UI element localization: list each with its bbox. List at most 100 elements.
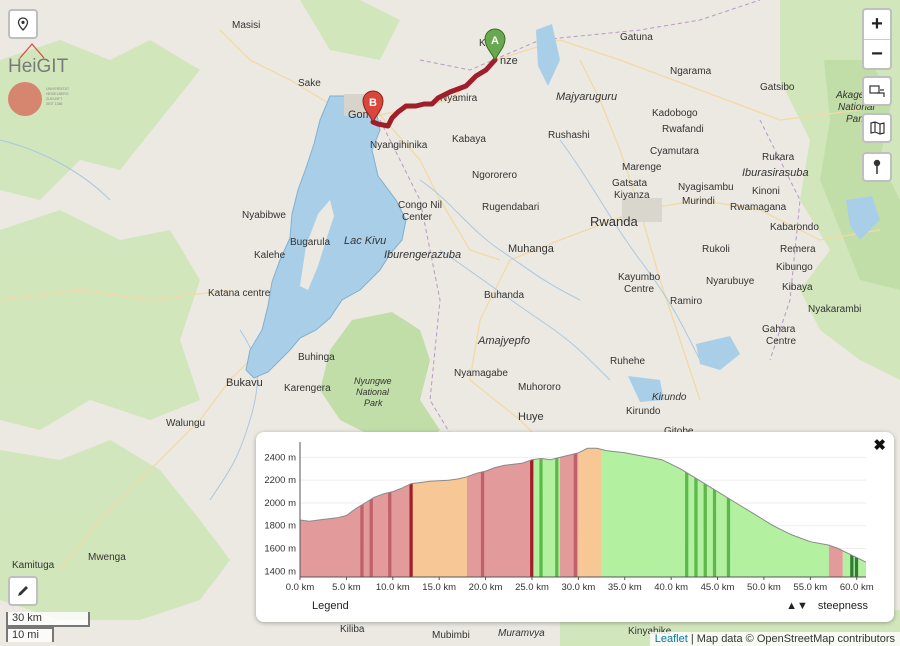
place-label: Iburasirasuba [742, 167, 809, 179]
end-marker-pin-icon [362, 90, 384, 124]
place-label: Kinyabike [628, 626, 672, 637]
place-label: Ramiro [670, 296, 703, 307]
x-tick-label: 60.0 km [840, 582, 874, 593]
place-label: Huye [518, 411, 544, 423]
start-marker-letter: A [491, 35, 499, 47]
steepness-band [712, 488, 717, 577]
logo-peak-icon [19, 43, 45, 59]
place-label: Nyarubuye [706, 276, 755, 287]
logo-subtext: ZUKUNFT [46, 97, 63, 101]
place-label: Gatsata [612, 178, 647, 189]
place-marker-button[interactable] [862, 152, 892, 182]
place-label: Park [846, 114, 868, 125]
steepness-segment-gentle-uphill[interactable] [411, 476, 468, 577]
place-label: Kayumbo [618, 272, 661, 283]
start-marker-pin-icon [484, 28, 506, 62]
place-label: Park [364, 398, 383, 408]
borders [379, 0, 801, 451]
place-label: Masisi [232, 20, 260, 31]
fullscreen-button[interactable] [862, 76, 892, 106]
attribution-separator: | [690, 633, 694, 645]
place-label: Gatuna [620, 32, 653, 43]
logo-seal-icon [8, 82, 42, 116]
steepness-band [409, 483, 413, 577]
place-label: Kinoni [752, 186, 780, 197]
close-elevation-button[interactable]: ✖ [873, 437, 886, 454]
steepness-segment-moderate-uphill[interactable] [828, 545, 843, 577]
x-tick-label: 0.0 km [286, 582, 315, 593]
steepness-sort-arrows-icon[interactable]: ▲▼ [786, 600, 808, 612]
steepness-band [539, 458, 543, 577]
steepness-band [388, 491, 392, 577]
steepness-band [369, 498, 373, 577]
place-label: Cyamutara [650, 146, 699, 157]
place-label: Centre [624, 284, 654, 295]
route-line[interactable] [370, 57, 498, 129]
place-label: Rukara [762, 152, 795, 163]
x-tick-label: 20.0 km [469, 582, 503, 593]
heigit-logo: HeiGIT UNIVERSITÄTHEIDELBERGZUKUNFTSEIT … [8, 43, 70, 116]
place-label: Kirundo [626, 406, 661, 417]
place-label: Kirundo [652, 392, 687, 403]
place-label: Kibaya [782, 282, 813, 293]
layers-button[interactable] [862, 113, 892, 143]
logo-subtext: HEIDELBERG [46, 92, 69, 96]
zoom-out-button[interactable]: − [864, 39, 890, 68]
steepness-band [530, 459, 534, 577]
place-label: Sake [298, 78, 321, 89]
place-label: Rwanda [590, 214, 638, 229]
end-marker[interactable]: B [362, 90, 384, 124]
x-tick-label: 40.0 km [654, 582, 688, 593]
draw-button[interactable] [8, 576, 38, 606]
logo-subtext: SEIT 1386 [46, 102, 63, 106]
zoom-control: + − [862, 8, 892, 70]
place-label: Amajyepfo [477, 335, 530, 347]
logo-name: HeiGIT [8, 56, 69, 77]
x-tick-label: 10.0 km [376, 582, 410, 593]
place-label: Lac Kivu [344, 235, 386, 247]
start-marker[interactable]: A [484, 28, 506, 62]
place-label: Rwamagana [730, 202, 787, 213]
place-label: Muhororo [518, 382, 561, 393]
x-tick-label: 30.0 km [561, 582, 595, 593]
elevation-chart[interactable]: 1400 m 1600 m 1800 m 2000 m 2200 m 2400 m 0.0 … [256, 432, 894, 622]
steepness-segment-moderate-uphill[interactable] [467, 459, 532, 577]
legend-toggle[interactable]: Legend [312, 600, 349, 612]
y-tick-label: 2000 m [264, 498, 296, 509]
leaflet-link[interactable]: Leaflet [654, 633, 688, 645]
place-label: Kabaya [452, 134, 486, 145]
kigali-urban-area [622, 198, 662, 222]
small-lakes [536, 24, 880, 402]
steepness-segment-moderate-uphill[interactable] [300, 483, 412, 577]
place-label: Mubimbi [432, 630, 470, 641]
locate-button[interactable] [8, 9, 38, 39]
place-label: Ngarama [670, 66, 712, 77]
place-label: Rugendabari [482, 202, 539, 213]
roads [0, 29, 881, 571]
layers-icon [869, 121, 885, 135]
place-label: Kiyanza [614, 190, 650, 201]
steepness-band [850, 554, 854, 577]
place-label: Gatsibo [760, 82, 795, 93]
place-label: Buhanda [484, 290, 524, 301]
steepness-segment-gentle-downhill[interactable] [531, 457, 560, 577]
place-label: Kabarondo [770, 222, 819, 233]
scale-metric: 30 km [6, 612, 90, 627]
x-tick-label: 50.0 km [747, 582, 781, 593]
zoom-in-button[interactable]: + [871, 13, 883, 35]
steepness-segment-gentle-uphill[interactable] [578, 448, 602, 577]
place-label: Ruhehe [610, 356, 645, 367]
fullscreen-icon [869, 85, 885, 97]
x-tick-label: 15.0 km [422, 582, 456, 593]
steepness-segment-gentle-downhill[interactable] [842, 550, 866, 577]
place-label: Gitobe [664, 426, 694, 437]
steepness-band [480, 471, 485, 577]
steepness-control: ▲▼ steepness [786, 600, 868, 612]
place-label: Gom [348, 109, 372, 121]
map-attribution: Leaflet | Map data © OpenStreetMap contr… [649, 632, 900, 646]
place-label: Nyakarambi [808, 304, 861, 315]
place-label: Nyamira [440, 93, 478, 104]
place-label: Kiliba [340, 624, 365, 635]
